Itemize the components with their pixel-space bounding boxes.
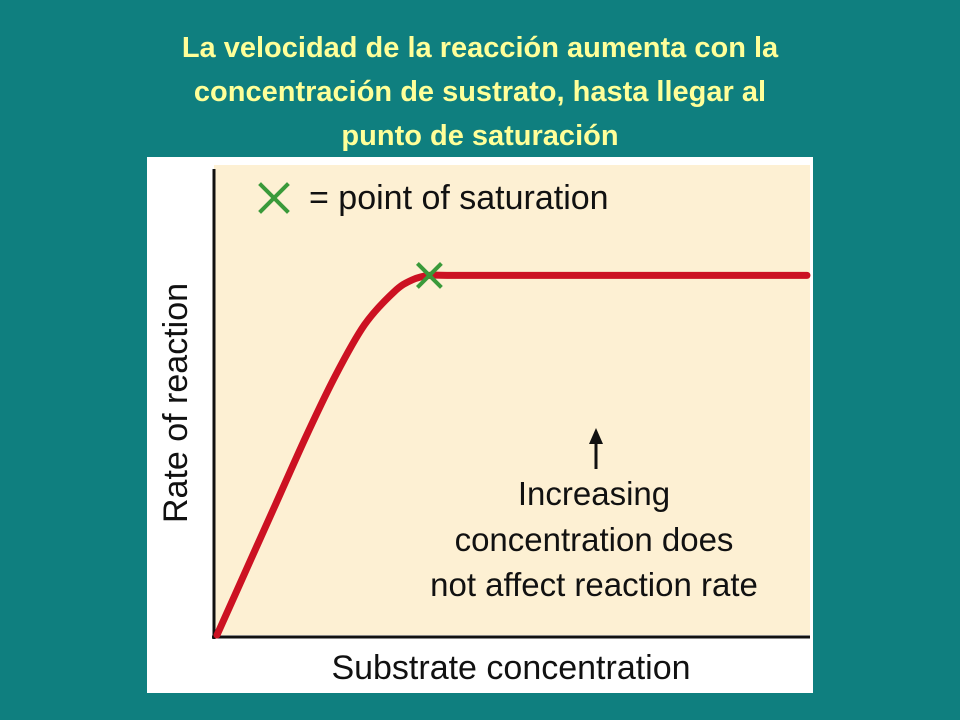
slide-title: La velocidad de la reacción aumenta con … [40,26,920,158]
rate-curve [213,271,811,639]
chart-card: = point of saturation Rate of reaction S… [147,157,813,693]
annotation-line-2: concentration does [455,521,734,558]
saturation-point-marker [415,262,443,289]
plot-area [214,165,810,635]
annotation: Increasing concentration does not affect… [430,475,758,603]
saturation-x-stroke [415,262,443,289]
slide-title-line-1: La velocidad de la reacción aumenta con … [181,32,779,64]
x-axis-label: Substrate concentration [331,649,690,687]
saturation-marker-icon [258,182,290,214]
slide-title-line-2: concentración de sustrato, hasta llegar … [193,76,767,108]
legend: = point of saturation [258,179,609,217]
annotation-line-1: Increasing [518,475,670,512]
annotation-line-3: not affect reaction rate [430,566,758,603]
legend-text: = point of saturation [309,179,609,217]
y-axis-label: Rate of reaction [157,283,195,523]
saturation-chart: = point of saturation Rate of reaction S… [157,165,811,687]
slide-title-line-3: punto de saturación [341,120,619,152]
annotation-arrow [589,428,603,469]
